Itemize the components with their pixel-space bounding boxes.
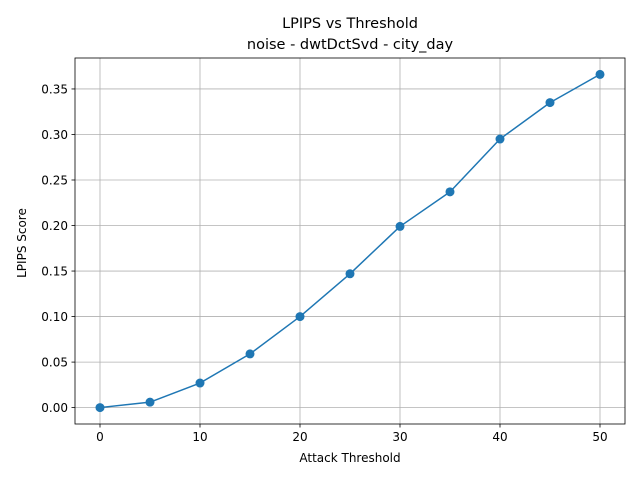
series-layer: [95, 69, 605, 413]
data-point: [445, 187, 455, 197]
y-tick-label: 0.15: [41, 264, 68, 278]
data-point: [95, 403, 105, 413]
chart-title: LPIPS vs Threshold: [282, 16, 418, 32]
y-tick-label: 0.30: [41, 128, 68, 142]
x-tick-label: 0: [96, 430, 104, 444]
x-tick-label: 10: [192, 430, 207, 444]
y-axis-label: LPIPS Score: [15, 208, 29, 278]
data-point: [195, 378, 205, 388]
y-tick-label: 0.00: [41, 401, 68, 415]
tick-layer: 0 10 20 30 40 50 0.00 0.05 0.10 0.15 0.20 0.25 0.30 0…: [41, 82, 607, 444]
x-tick-label: 20: [292, 430, 307, 444]
x-axis-label: Attack Threshold: [299, 451, 400, 465]
y-tick-label: 0.05: [41, 355, 68, 369]
data-point: [245, 349, 255, 359]
chart-subtitle: noise - dwtDctSvd - city_day: [247, 37, 454, 53]
data-point: [395, 221, 405, 231]
axes-frame: [74, 57, 626, 425]
y-tick-label: 0.25: [41, 173, 68, 187]
data-point: [495, 134, 505, 144]
x-tick-label: 50: [592, 430, 607, 444]
data-point: [145, 397, 155, 407]
y-tick-label: 0.10: [41, 310, 68, 324]
data-point: [595, 69, 605, 79]
data-point: [545, 98, 555, 108]
x-tick-label: 30: [392, 430, 407, 444]
y-tick-label: 0.35: [41, 82, 68, 96]
x-tick-label: 40: [492, 430, 507, 444]
y-tick-label: 0.20: [41, 219, 68, 233]
data-point: [345, 269, 355, 279]
data-point: [295, 312, 305, 322]
